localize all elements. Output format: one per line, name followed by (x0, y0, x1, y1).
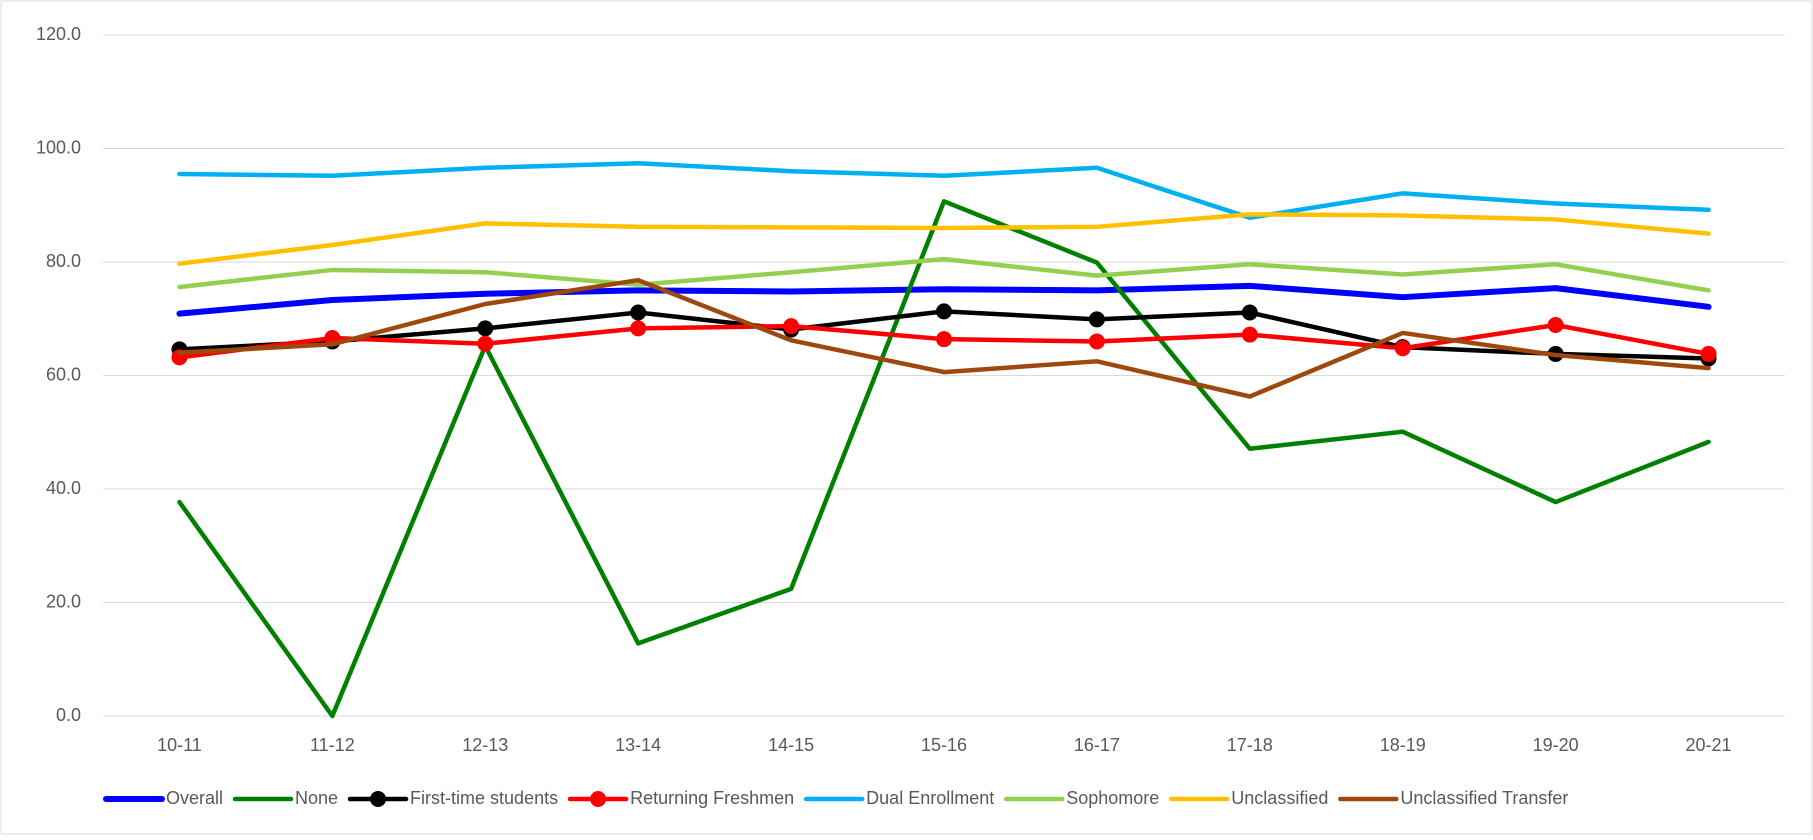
series-marker (1394, 340, 1411, 357)
series-marker (630, 304, 647, 321)
x-tick-label: 18-19 (1380, 735, 1426, 755)
y-tick-label: 120.0 (36, 24, 81, 44)
y-tick-label: 40.0 (46, 478, 81, 498)
legend-label: Dual Enrollment (866, 788, 994, 808)
series-marker (630, 320, 647, 337)
series-line (177, 161, 1711, 220)
y-tick-label: 60.0 (46, 364, 81, 384)
legend-label: Unclassified (1231, 788, 1328, 808)
series-marker (783, 318, 800, 335)
series-marker (1700, 345, 1717, 362)
legend-label: None (295, 788, 338, 808)
series-marker (1241, 326, 1258, 343)
series-line (177, 256, 1711, 293)
x-tick-label: 10-11 (157, 735, 202, 755)
x-tick-label: 17-18 (1227, 735, 1273, 755)
x-tick-label: 11-12 (310, 735, 355, 755)
series-marker (936, 303, 952, 320)
y-tick-label: 20.0 (46, 591, 81, 611)
series-marker (1241, 304, 1258, 321)
x-tick-label: 13-14 (615, 735, 661, 755)
series-marker (1088, 311, 1105, 328)
x-tick-label: 15-16 (921, 735, 967, 755)
series-marker (936, 331, 952, 348)
legend-marker (590, 791, 607, 807)
x-tick-label: 16-17 (1074, 735, 1120, 755)
series-line (176, 282, 1712, 317)
legend-label: First-time students (410, 788, 558, 808)
legend-marker (370, 791, 387, 807)
series-marker (1547, 316, 1564, 333)
series-line (177, 199, 1711, 719)
legend-label: Unclassified Transfer (1400, 788, 1568, 808)
x-tick-label: 19-20 (1533, 735, 1579, 755)
y-tick-label: 0.0 (56, 705, 81, 725)
series-line (177, 212, 1711, 266)
y-tick-label: 100.0 (36, 137, 81, 157)
x-tick-label: 14-15 (768, 735, 814, 755)
series-marker (1088, 333, 1105, 350)
legend-label: Overall (166, 788, 223, 808)
x-tick-label: 20-21 (1686, 735, 1732, 755)
series-marker (477, 335, 494, 352)
x-tick-label: 12-13 (462, 735, 508, 755)
series-marker (477, 320, 494, 337)
legend-label: Sophomore (1066, 788, 1159, 808)
legend-label: Returning Freshmen (630, 788, 794, 808)
y-tick-label: 80.0 (46, 251, 81, 271)
series-line (177, 277, 1711, 399)
